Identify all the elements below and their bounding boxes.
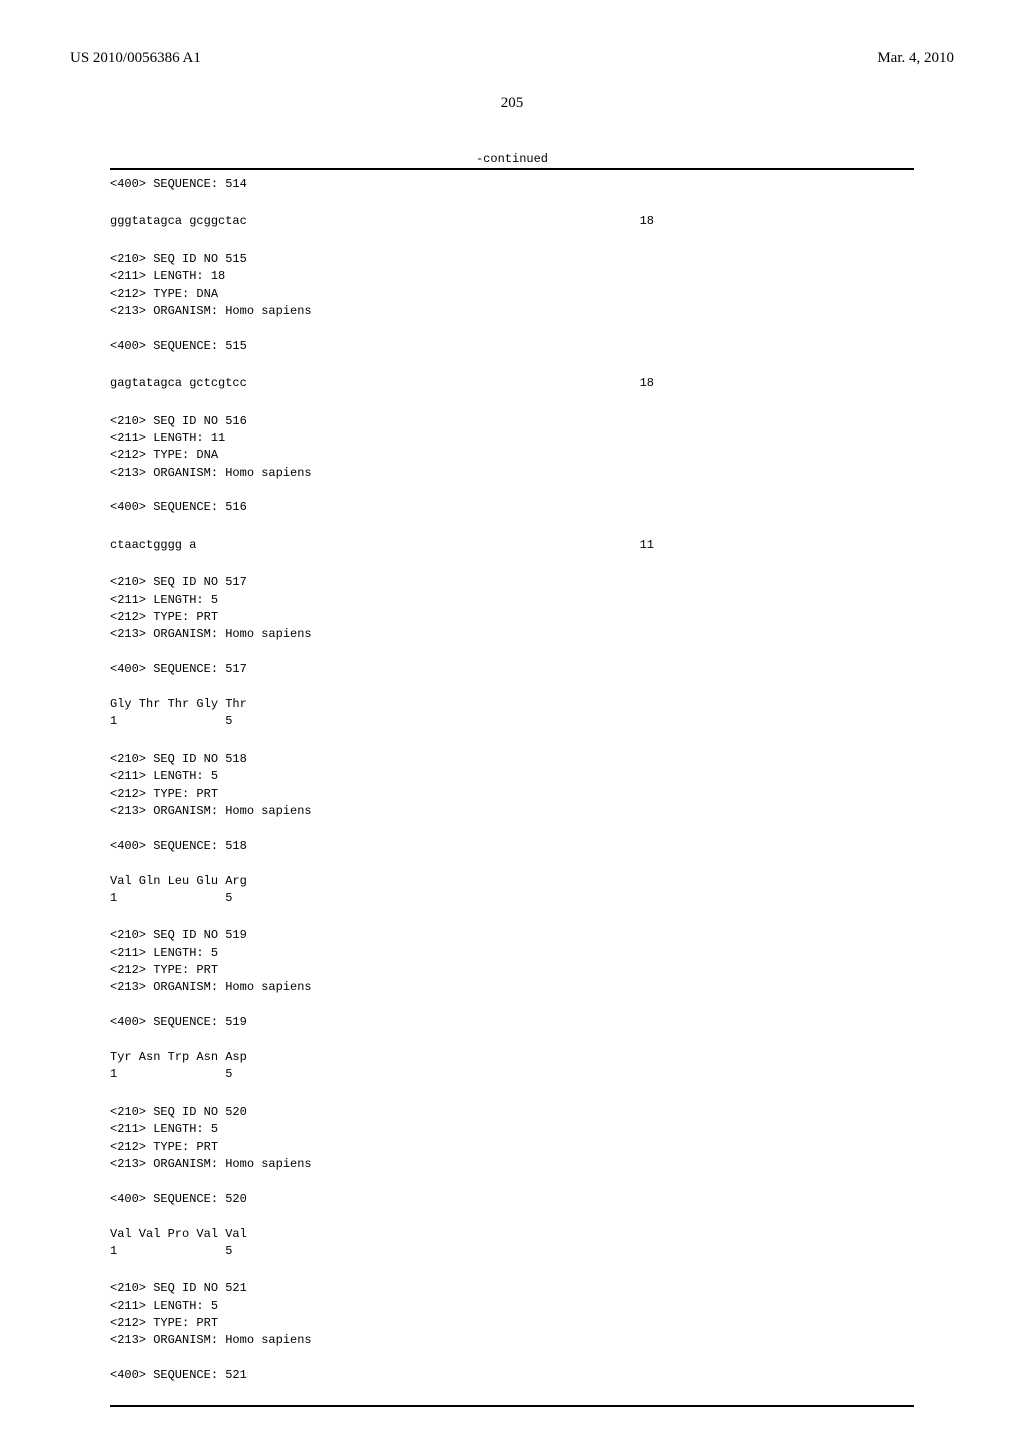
sequence-length: 18	[640, 213, 914, 230]
sequence-block: <210> SEQ ID NO 518 <211> LENGTH: 5 <212…	[110, 751, 914, 908]
sequence-block: <210> SEQ ID NO 519 <211> LENGTH: 5 <212…	[110, 927, 914, 1084]
page-container: US 2010/0056386 A1 Mar. 4, 2010 205 -con…	[0, 0, 1024, 1455]
sequence-block: <210> SEQ ID NO 517 <211> LENGTH: 5 <212…	[110, 574, 914, 731]
sequence-line: ctaactgggg a 11	[110, 537, 914, 554]
header-right: Mar. 4, 2010	[877, 50, 954, 67]
bottom-rule	[110, 1405, 914, 1407]
header-left: US 2010/0056386 A1	[70, 50, 201, 67]
page-header: US 2010/0056386 A1 Mar. 4, 2010	[70, 50, 954, 67]
sequence-block: <210> SEQ ID NO 515 <211> LENGTH: 18 <21…	[110, 251, 914, 355]
sequence-text: gagtatagca gctcgtcc	[110, 375, 247, 392]
sequence-text: ctaactgggg a	[110, 537, 196, 554]
sequence-line: gggtatagca gcggctac 18	[110, 213, 914, 230]
continued-label: -continued	[110, 152, 914, 166]
sequence-text: gggtatagca gcggctac	[110, 213, 247, 230]
top-rule	[110, 168, 914, 170]
sequence-block: <400> SEQUENCE: 514	[110, 176, 914, 193]
sequence-block: <210> SEQ ID NO 521 <211> LENGTH: 5 <212…	[110, 1280, 914, 1384]
page-number: 205	[70, 95, 954, 112]
sequence-block: gggtatagca gcggctac 18	[110, 213, 914, 230]
sequence-block: ctaactgggg a 11	[110, 537, 914, 554]
sequence-block: gagtatagca gctcgtcc 18	[110, 375, 914, 392]
sequence-length: 11	[640, 537, 914, 554]
sequence-block: <210> SEQ ID NO 520 <211> LENGTH: 5 <212…	[110, 1104, 914, 1261]
sequence-length: 18	[640, 375, 914, 392]
sequence-block: <210> SEQ ID NO 516 <211> LENGTH: 11 <21…	[110, 413, 914, 517]
sequence-listing-content: -continued <400> SEQUENCE: 514 gggtatagca…	[110, 152, 914, 1407]
sequence-blocks: <400> SEQUENCE: 514 gggtatagca gcggctac 18…	[110, 176, 914, 1385]
sequence-line: gagtatagca gctcgtcc 18	[110, 375, 914, 392]
